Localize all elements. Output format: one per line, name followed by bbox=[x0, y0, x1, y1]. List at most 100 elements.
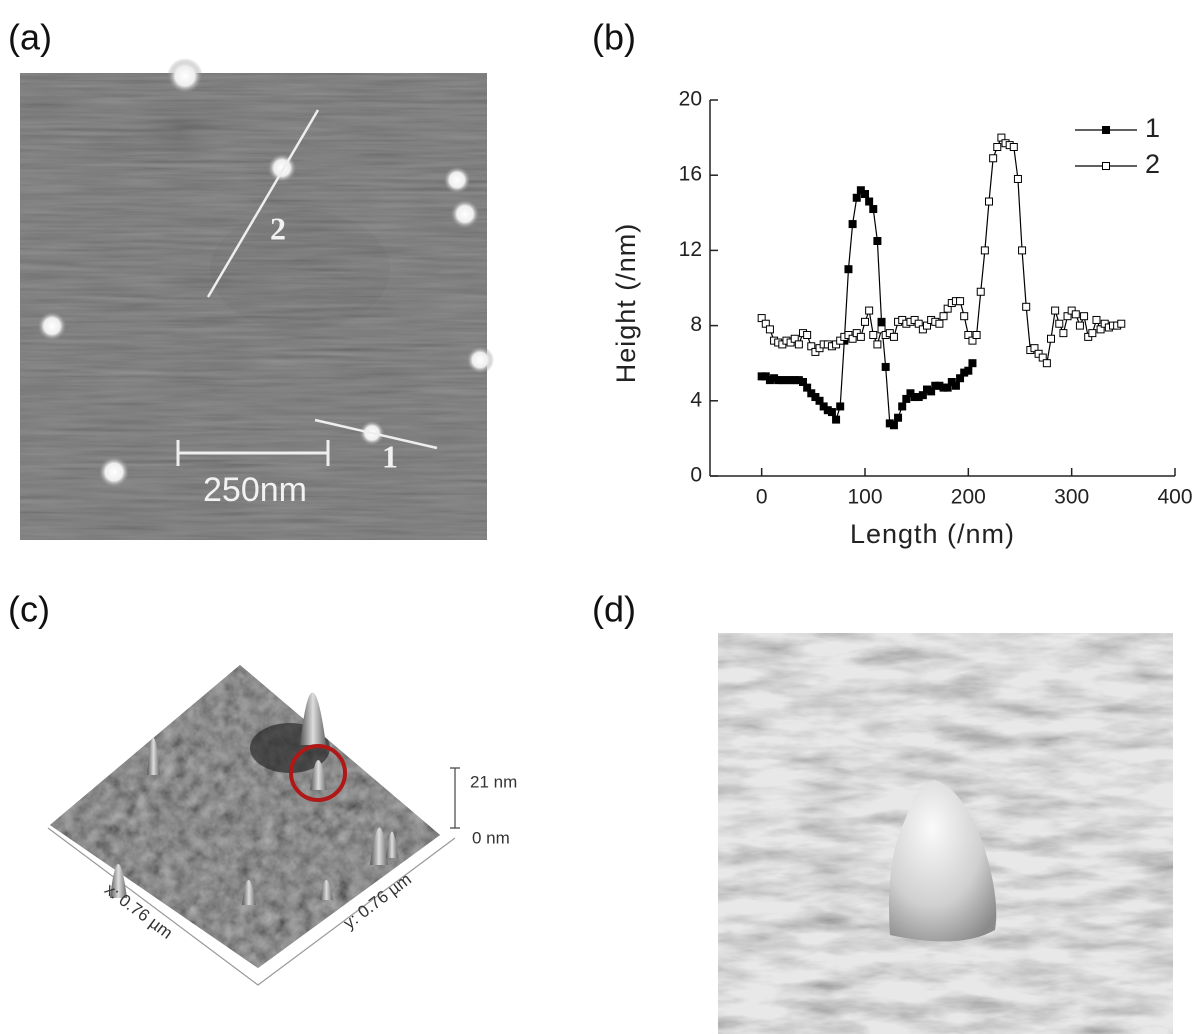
marker bbox=[989, 154, 998, 163]
y-tick-label: 16 bbox=[679, 163, 702, 186]
line-label: 2 bbox=[270, 210, 286, 246]
marker bbox=[794, 340, 803, 349]
y-tick-label: 0 bbox=[690, 464, 702, 487]
marker bbox=[968, 359, 977, 368]
marker bbox=[902, 394, 911, 403]
x-tick-label: 0 bbox=[756, 486, 768, 509]
marker bbox=[1055, 319, 1064, 328]
marker bbox=[865, 197, 874, 206]
marker bbox=[993, 143, 1002, 151]
marker bbox=[1018, 246, 1027, 255]
marker bbox=[985, 197, 993, 206]
afm-3d-c: 21 nm 0 nm x: 0.76 µm y: 0.76 µm bbox=[47, 665, 517, 986]
marker bbox=[832, 415, 841, 424]
marker bbox=[1071, 310, 1080, 319]
marker bbox=[956, 297, 965, 306]
marker bbox=[799, 378, 807, 386]
marker bbox=[1080, 312, 1089, 321]
marker bbox=[976, 287, 985, 296]
marker bbox=[1047, 334, 1055, 343]
marker bbox=[848, 220, 857, 229]
marker bbox=[1092, 315, 1101, 324]
marker bbox=[960, 312, 969, 321]
marker bbox=[869, 331, 878, 339]
marker bbox=[803, 383, 812, 392]
marker bbox=[1075, 321, 1084, 330]
marker bbox=[898, 402, 907, 411]
afm-3d-d bbox=[718, 633, 1173, 1034]
marker bbox=[1117, 319, 1126, 328]
scale-bar-label: 250nm bbox=[203, 471, 307, 509]
marker bbox=[865, 306, 874, 315]
marker bbox=[873, 237, 882, 245]
marker bbox=[1102, 162, 1110, 170]
marker bbox=[803, 331, 812, 339]
marker bbox=[1063, 312, 1072, 321]
marker bbox=[968, 336, 977, 345]
marker bbox=[1009, 143, 1018, 151]
marker bbox=[889, 332, 898, 341]
marker bbox=[1022, 302, 1031, 311]
y-tick-label: 4 bbox=[690, 388, 702, 411]
marker bbox=[761, 319, 770, 328]
marker bbox=[918, 391, 927, 400]
marker bbox=[943, 383, 952, 392]
marker bbox=[869, 205, 878, 214]
marker bbox=[877, 325, 886, 334]
legend-label: 1 bbox=[1145, 113, 1161, 143]
marker bbox=[956, 374, 965, 383]
marker bbox=[914, 319, 923, 328]
marker bbox=[943, 304, 952, 313]
marker bbox=[877, 317, 886, 326]
afm-image-a: 2 1 250nm bbox=[20, 58, 494, 540]
marker bbox=[848, 334, 857, 343]
legend-label: 2 bbox=[1145, 149, 1161, 179]
marker bbox=[1096, 325, 1105, 334]
marker bbox=[881, 362, 890, 371]
marker bbox=[997, 133, 1006, 142]
x-axis-label: Length (/nm) bbox=[850, 519, 1015, 549]
marker bbox=[856, 332, 865, 341]
marker bbox=[964, 366, 973, 375]
marker bbox=[894, 413, 903, 422]
x-tick-label: 100 bbox=[847, 486, 882, 509]
marker bbox=[827, 408, 836, 417]
x-tick-label: 400 bbox=[1157, 486, 1192, 509]
marker bbox=[1059, 329, 1068, 338]
marker bbox=[935, 319, 944, 328]
marker bbox=[873, 340, 882, 349]
marker bbox=[951, 381, 960, 390]
panel-label: (a) bbox=[8, 17, 52, 58]
y-tick-label: 20 bbox=[679, 88, 702, 111]
marker bbox=[852, 193, 861, 202]
marker bbox=[1051, 306, 1060, 315]
marker bbox=[923, 321, 931, 330]
x-tick-label: 300 bbox=[1054, 486, 1089, 509]
marker bbox=[1013, 174, 1022, 183]
marker bbox=[1102, 126, 1110, 134]
z-scale-label: 0 nm bbox=[472, 828, 510, 847]
y-tick-label: 12 bbox=[679, 238, 702, 261]
marker bbox=[765, 325, 774, 334]
marker bbox=[889, 421, 898, 430]
panel-label: (d) bbox=[592, 589, 636, 630]
marker bbox=[1042, 359, 1051, 368]
marker bbox=[1030, 344, 1039, 353]
marker bbox=[1088, 329, 1097, 338]
panel-label: (c) bbox=[8, 589, 50, 630]
marker bbox=[1038, 353, 1047, 362]
marker bbox=[980, 246, 989, 255]
marker bbox=[861, 317, 869, 326]
y-axis-label: Height (/nm) bbox=[611, 223, 641, 384]
marker bbox=[815, 396, 824, 405]
panel-label: (b) bbox=[592, 17, 636, 58]
marker bbox=[861, 190, 869, 198]
marker bbox=[790, 334, 799, 343]
marker bbox=[844, 265, 853, 274]
x-tick-label: 200 bbox=[951, 486, 986, 509]
marker bbox=[836, 402, 845, 411]
marker bbox=[972, 331, 981, 339]
marker bbox=[964, 331, 973, 339]
marker bbox=[807, 342, 816, 351]
